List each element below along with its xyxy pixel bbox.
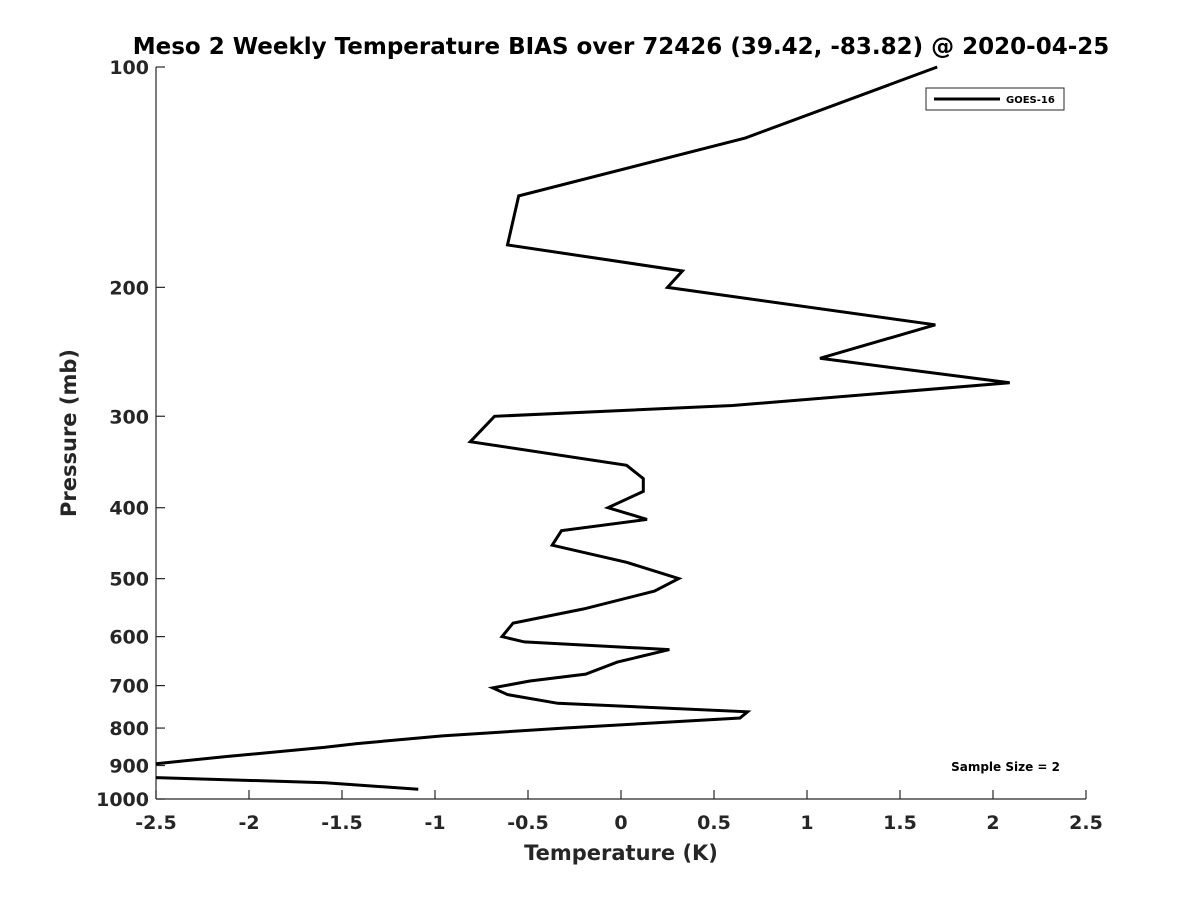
y-axis-label: Pressure (mb) [57, 349, 81, 517]
x-tick-label: 0 [614, 812, 627, 834]
series-layer [155, 65, 1010, 791]
x-tick-label: -1.5 [321, 812, 363, 834]
x-tick-label: -1 [424, 812, 445, 834]
y-tick-label: 700 [109, 676, 149, 698]
y-tick-label: 1000 [96, 789, 149, 811]
x-axis-ticks: -2.5 -2 -1.5 -1 -0.5 0 0.5 1 1.5 2 2.5 [135, 790, 1103, 834]
x-axis-label: Temperature (K) [524, 841, 718, 865]
x-tick-label: 2 [986, 812, 999, 834]
y-tick-label: 500 [109, 569, 149, 591]
sample-size-annotation: Sample Size = 2 [951, 760, 1060, 774]
y-tick-label: 400 [109, 498, 149, 520]
x-tick-label: 1.5 [883, 812, 917, 834]
x-tick-label: 2.5 [1069, 812, 1103, 834]
legend-entry-goes16: GOES-16 [1006, 95, 1055, 106]
x-tick-label: 0.5 [697, 812, 731, 834]
chart-title: Meso 2 Weekly Temperature BIAS over 7242… [133, 34, 1110, 60]
legend: GOES-16 [925, 87, 1065, 111]
y-tick-label: 300 [109, 406, 149, 428]
y-tick-label: 900 [109, 756, 149, 778]
x-tick-label: 1 [800, 812, 813, 834]
y-tick-label: 200 [109, 277, 149, 299]
x-tick-label: -2 [238, 812, 259, 834]
y-tick-label: 100 [109, 57, 149, 79]
x-tick-label: -0.5 [507, 812, 549, 834]
y-axis-ticks: 100 200 300 400 500 600 700 800 900 1000 [96, 57, 165, 811]
series-line-goes16 [155, 65, 1010, 791]
y-tick-label: 600 [109, 627, 149, 649]
x-tick-label: -2.5 [135, 812, 177, 834]
y-tick-label: 800 [109, 718, 149, 740]
plot-area [156, 67, 1086, 799]
